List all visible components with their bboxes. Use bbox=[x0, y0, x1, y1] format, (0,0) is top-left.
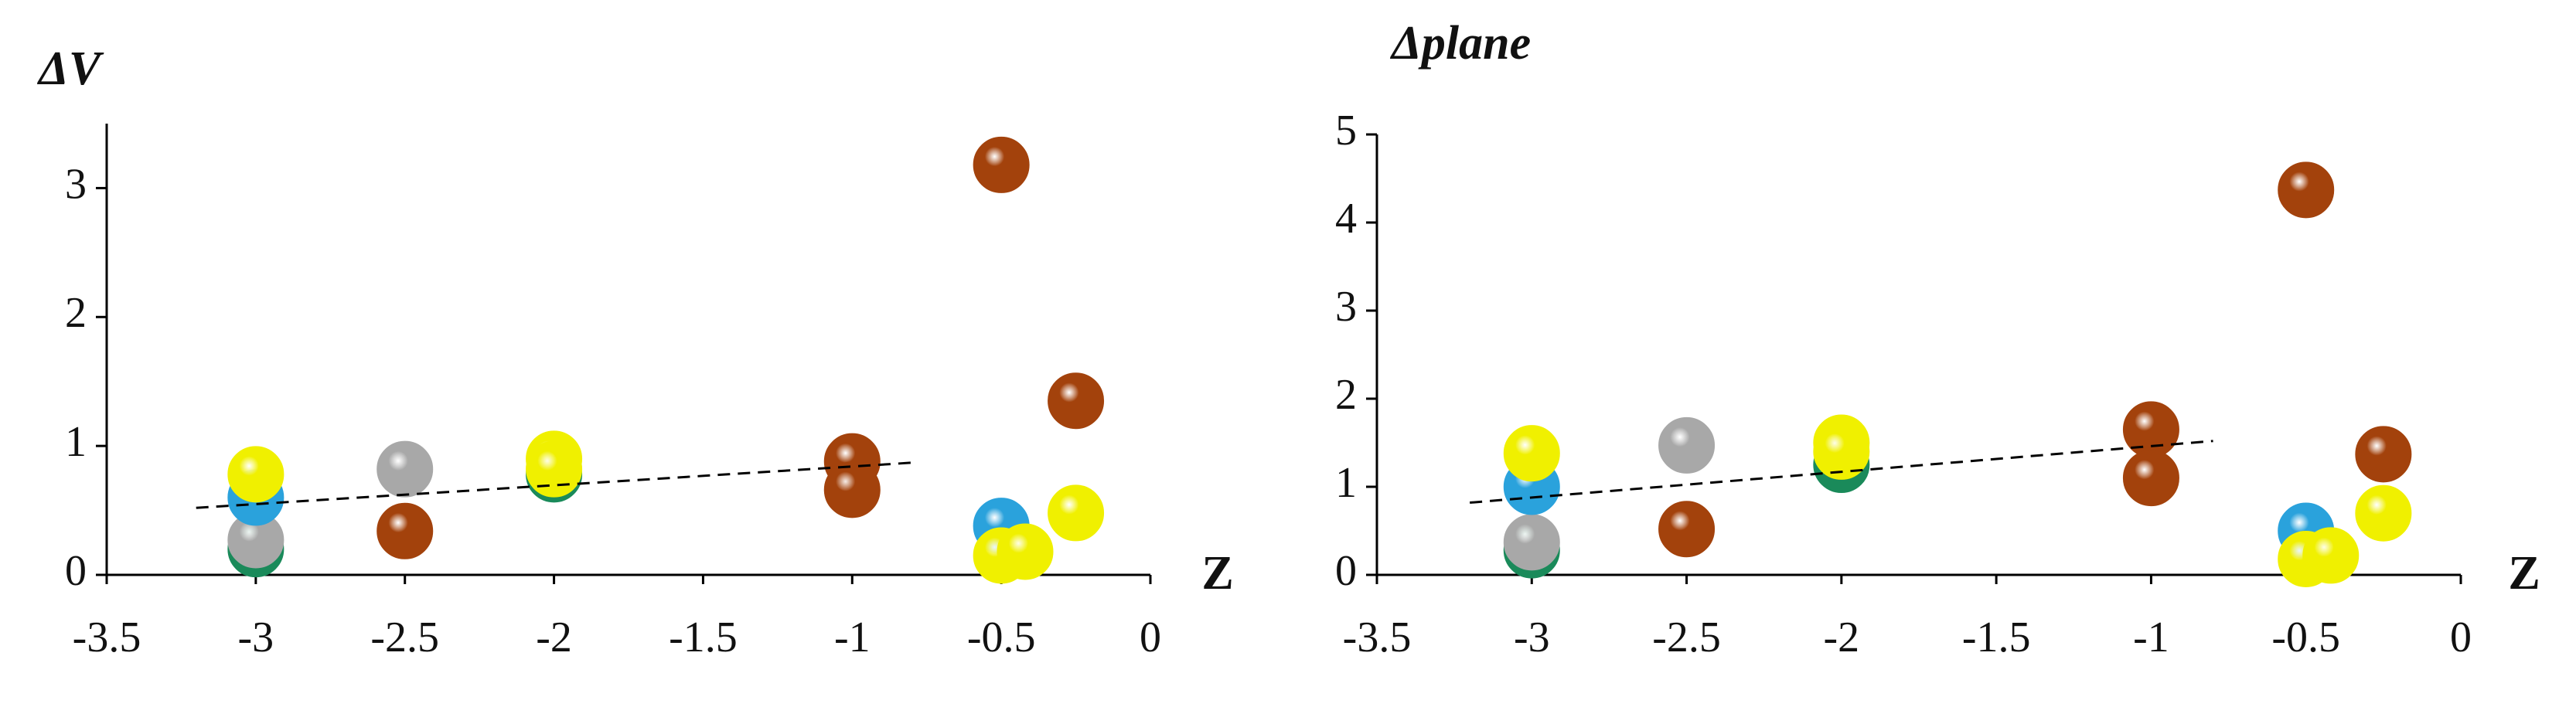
point bbox=[973, 136, 1030, 193]
x-tick-label: -0.5 bbox=[2271, 614, 2340, 661]
point bbox=[2122, 401, 2179, 458]
point bbox=[2355, 484, 2412, 542]
point bbox=[526, 440, 583, 498]
trendline bbox=[1470, 440, 2213, 505]
y-tick-label: 1 bbox=[1335, 459, 1357, 507]
chart: 0 1 2 3 4 5 -3.5 -3 -2.5 -2 -1.5 -1 -0.5 0 Δplane Z bbox=[1335, 17, 2540, 661]
y-tick-label: 5 bbox=[1335, 107, 1357, 155]
point bbox=[1048, 372, 1105, 430]
x-tick-label: -2.5 bbox=[370, 614, 439, 661]
point bbox=[2302, 527, 2360, 584]
point bbox=[377, 502, 434, 559]
x-tick-label: -2 bbox=[536, 614, 572, 661]
point bbox=[377, 440, 434, 498]
y-tick-label: 4 bbox=[1335, 195, 1357, 243]
point bbox=[1048, 484, 1105, 542]
point bbox=[1658, 416, 1716, 474]
x-tick-label: -1.5 bbox=[1962, 614, 2031, 661]
point bbox=[2278, 161, 2335, 219]
point bbox=[1503, 514, 1560, 571]
y-tick-label: 3 bbox=[1335, 283, 1357, 331]
y-tick-label: 2 bbox=[1335, 371, 1357, 419]
x-tick-label: -2.5 bbox=[1652, 614, 1721, 661]
point bbox=[2122, 450, 2179, 507]
point bbox=[1813, 423, 1870, 480]
y-tick-label: 3 bbox=[65, 160, 87, 208]
x-tick-label: -1.5 bbox=[669, 614, 738, 661]
x-axis-label: Z bbox=[2508, 547, 2540, 600]
y-axis-label: Δplane bbox=[1389, 17, 1531, 70]
x-axis-label: Z bbox=[1201, 547, 1233, 600]
point bbox=[1503, 425, 1560, 482]
x-tick-label: -3.5 bbox=[73, 614, 141, 661]
point bbox=[227, 446, 285, 503]
x-tick-label: -3.5 bbox=[1343, 614, 1412, 661]
x-tick-label: 0 bbox=[2450, 614, 2472, 661]
point bbox=[1658, 501, 1716, 558]
y-tick-label: 0 bbox=[1335, 547, 1357, 595]
x-tick-label: -3 bbox=[238, 614, 274, 661]
point bbox=[997, 523, 1054, 580]
point bbox=[823, 461, 881, 518]
x-tick-label: -2 bbox=[1824, 614, 1860, 661]
x-tick-label: -1 bbox=[2133, 614, 2169, 661]
x-tick-label: -0.5 bbox=[967, 614, 1036, 661]
x-tick-label: -1 bbox=[834, 614, 871, 661]
point bbox=[2355, 426, 2412, 483]
x-tick-label: -3 bbox=[1514, 614, 1550, 661]
y-tick-label: 1 bbox=[65, 418, 87, 466]
chart: 0 1 2 3 -3.5 -3 -2.5 -2 -1.5 -1 -0.5 0 ΔV Z bbox=[36, 42, 1234, 661]
y-tick-label: 2 bbox=[65, 289, 87, 337]
x-tick-label: 0 bbox=[1140, 614, 1161, 661]
y-axis-label: ΔV bbox=[36, 42, 104, 95]
y-tick-label: 0 bbox=[65, 547, 87, 595]
